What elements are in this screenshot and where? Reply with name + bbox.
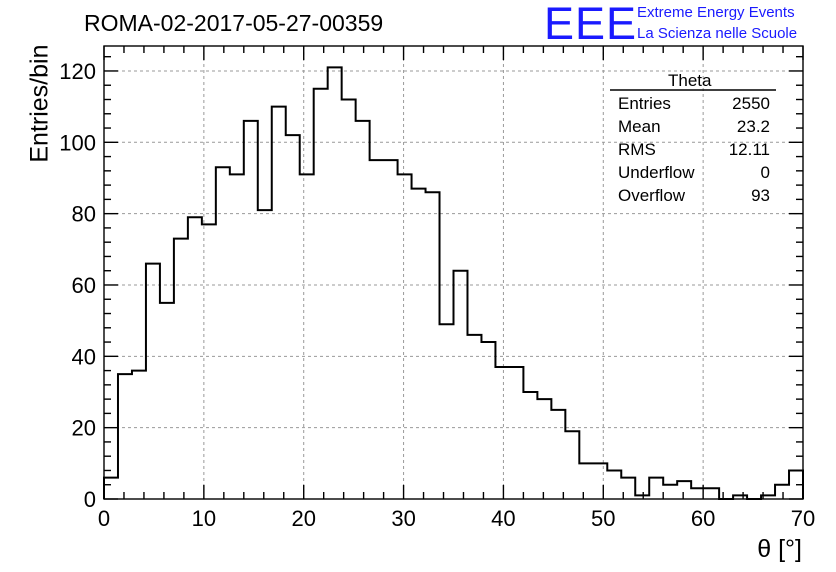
stats-overflow-value: 93 bbox=[751, 186, 770, 205]
stats-mean-value: 23.2 bbox=[736, 117, 770, 136]
histogram-bin bbox=[356, 121, 370, 499]
histogram-bin bbox=[132, 371, 146, 499]
histogram-bin bbox=[523, 392, 537, 499]
histogram-bin bbox=[426, 192, 440, 499]
x-tick-label: 70 bbox=[791, 506, 815, 531]
histogram-bin bbox=[593, 463, 607, 499]
histogram-bin bbox=[649, 478, 663, 499]
histogram-line bbox=[103, 66, 804, 500]
histogram-bin bbox=[481, 342, 495, 499]
histogram-bin bbox=[118, 374, 132, 499]
histogram-bin bbox=[244, 121, 258, 499]
histogram-bin bbox=[509, 367, 523, 499]
logo-text-line2: La Scienza nelle Scuole bbox=[637, 25, 798, 42]
histogram-bin bbox=[551, 410, 565, 499]
x-tick-label: 60 bbox=[691, 506, 715, 531]
histogram-bin bbox=[384, 160, 398, 499]
stats-mean-label: Mean bbox=[618, 117, 661, 136]
x-tick-label: 0 bbox=[98, 506, 110, 531]
histogram-bin bbox=[160, 303, 174, 499]
histogram-bin bbox=[663, 485, 677, 499]
histogram-bin bbox=[677, 481, 691, 499]
eee-logo: EEE bbox=[544, 0, 638, 49]
x-tick-label: 30 bbox=[391, 506, 415, 531]
stats-overflow-label: Overflow bbox=[618, 186, 686, 205]
histogram-bin bbox=[440, 324, 454, 499]
histogram-bin bbox=[565, 431, 579, 499]
y-tick-label: 20 bbox=[72, 416, 96, 441]
bin-marks bbox=[104, 67, 803, 499]
histogram-bin bbox=[579, 463, 593, 499]
histogram-bin bbox=[216, 167, 230, 499]
histogram-bin bbox=[398, 174, 412, 499]
x-axis-label: θ [°] bbox=[757, 535, 802, 563]
histogram-bin bbox=[188, 217, 202, 499]
plot-frame bbox=[103, 45, 804, 500]
histogram-bin bbox=[258, 210, 272, 499]
histogram-bin bbox=[775, 485, 789, 499]
x-tick-label: 20 bbox=[291, 506, 315, 531]
histogram-bin bbox=[705, 488, 719, 499]
stats-rms-label: RMS bbox=[618, 140, 656, 159]
histogram-bin bbox=[537, 399, 551, 499]
histogram-bin bbox=[300, 174, 314, 499]
tick-labels: 0 10 20 30 40 50 60 70 0 20 40 60 80 100 120 bbox=[59, 59, 815, 531]
histogram-bin bbox=[495, 367, 509, 499]
histogram-bin bbox=[230, 174, 244, 499]
histogram-bin bbox=[146, 264, 160, 499]
logo-text-line1: Extreme Energy Events bbox=[637, 4, 795, 21]
stats-entries-label: Entries bbox=[618, 94, 671, 113]
histogram-bin bbox=[454, 271, 468, 499]
axis-ticks bbox=[103, 46, 804, 500]
histogram-bin bbox=[370, 160, 384, 499]
stats-entries-value: 2550 bbox=[732, 94, 770, 113]
y-tick-label: 0 bbox=[84, 487, 96, 512]
histogram-bin bbox=[607, 470, 621, 499]
histogram-bin bbox=[174, 239, 188, 499]
histogram-bin bbox=[328, 67, 342, 499]
histogram-bin bbox=[412, 189, 426, 499]
x-tick-label: 50 bbox=[591, 506, 615, 531]
y-tick-label: 40 bbox=[72, 344, 96, 369]
histogram-bin bbox=[286, 135, 300, 499]
chart-title: ROMA-02-2017-05-27-00359 bbox=[84, 10, 384, 36]
histogram-bin bbox=[202, 224, 216, 499]
stats-underflow-value: 0 bbox=[760, 163, 770, 182]
y-tick-label: 100 bbox=[59, 130, 96, 155]
histogram-bin bbox=[467, 335, 481, 499]
y-tick-label: 80 bbox=[72, 202, 96, 227]
histogram-bin bbox=[272, 107, 286, 499]
histogram-bin bbox=[104, 478, 118, 499]
x-tick-label: 40 bbox=[491, 506, 515, 531]
stats-rms-value: 12.11 bbox=[728, 140, 770, 159]
stats-underflow-label: Underflow bbox=[618, 163, 695, 182]
x-tick-label: 10 bbox=[192, 506, 216, 531]
y-tick-label: 120 bbox=[59, 59, 96, 84]
histogram-bin bbox=[314, 89, 328, 499]
histogram-bin bbox=[342, 100, 356, 499]
stats-box-title: Theta bbox=[668, 71, 712, 90]
y-tick-label: 60 bbox=[72, 273, 96, 298]
y-axis-label: Entries/bin bbox=[25, 44, 54, 163]
